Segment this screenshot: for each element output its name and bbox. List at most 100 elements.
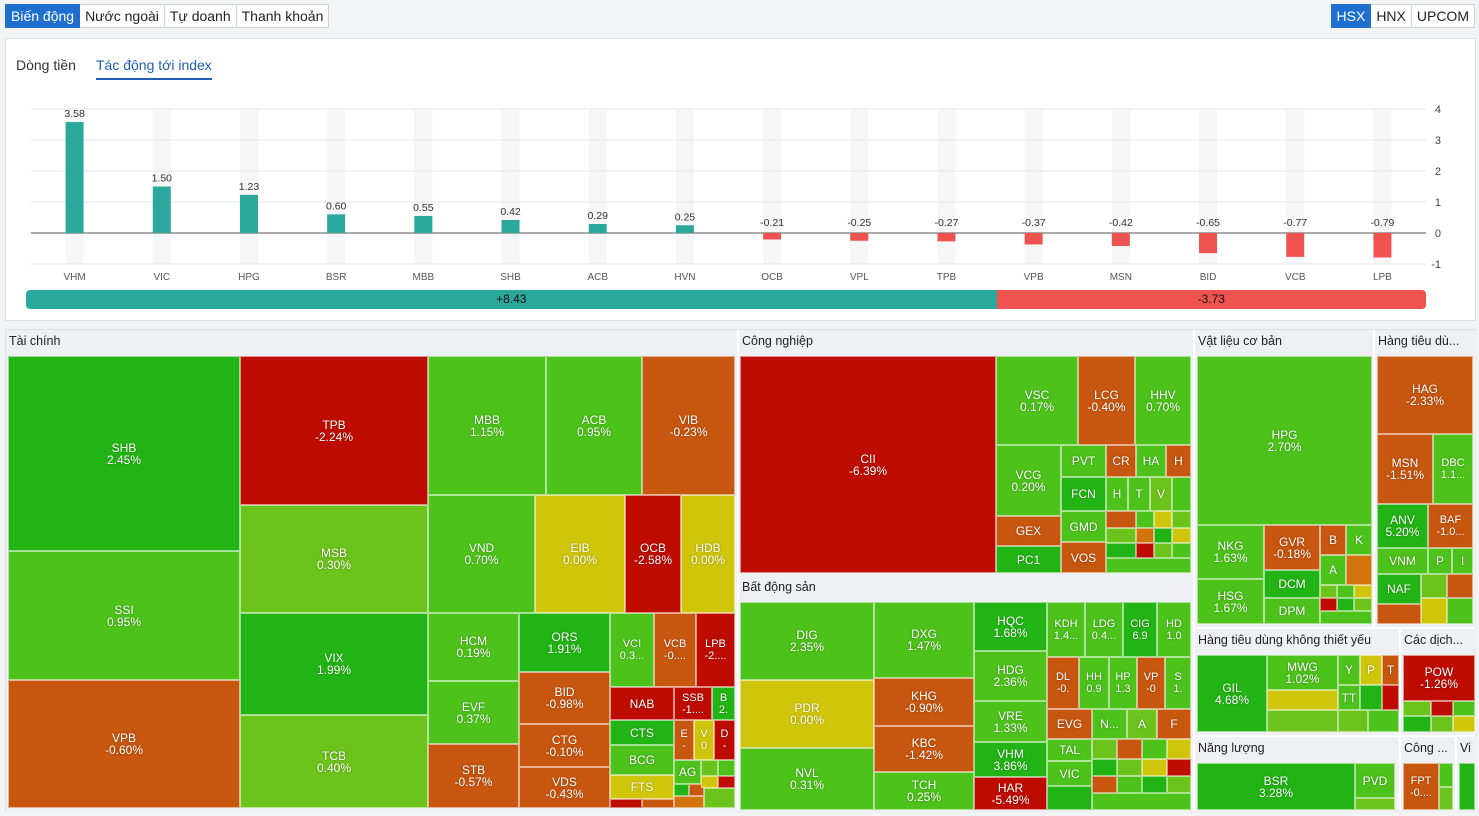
tile-msb[interactable]: MSB 0.30% — [240, 505, 428, 613]
tile-k[interactable]: K — [1346, 525, 1372, 555]
bar-vcb[interactable] — [1286, 233, 1305, 257]
tile-baf[interactable]: BAF -1.0... — [1428, 504, 1473, 548]
tile-ssi[interactable]: SSI 0.95% — [8, 551, 240, 680]
bar-tpb[interactable] — [937, 233, 956, 242]
tile-vnd[interactable]: VND 0.70% — [428, 495, 535, 613]
tile-nvl[interactable]: NVL 0.31% — [740, 748, 874, 810]
bar-msn[interactable] — [1111, 233, 1130, 247]
tile-p[interactable]: P — [1428, 548, 1452, 574]
bar-vic[interactable] — [152, 186, 171, 234]
tile-tpb[interactable]: TPB -2.24% — [240, 356, 428, 505]
tile-kbc[interactable]: KBC -1.42% — [874, 726, 974, 772]
tile-tcb[interactable]: TCB 0.40% — [240, 715, 428, 808]
bar-hvn[interactable] — [675, 225, 694, 233]
tab-nuoc-ngoai[interactable]: Nước ngoài — [79, 4, 165, 28]
tile-vpb[interactable]: VPB -0.60% — [8, 680, 240, 808]
tile-tch[interactable]: TCH 0.25% — [874, 772, 974, 810]
tile-ag[interactable]: AG — [674, 760, 701, 784]
tile-fpt[interactable]: FPT -0.... — [1403, 763, 1439, 810]
tile-gvr[interactable]: GVR -0.18% — [1264, 525, 1320, 570]
tile-shb[interactable]: SHB 2.45% — [8, 356, 240, 551]
tile-ctg[interactable]: CTG -0.10% — [519, 724, 610, 767]
bar-shb[interactable] — [501, 219, 520, 233]
tile-evf[interactable]: EVF 0.37% — [428, 681, 519, 744]
tile-ldg[interactable]: LDG 0.4... — [1085, 602, 1123, 657]
tile-stb[interactable]: STB -0.57% — [428, 744, 519, 808]
tile-lcg[interactable]: LCG -0.40% — [1078, 356, 1135, 445]
tile-cig[interactable]: CIG 6.9 — [1123, 602, 1157, 657]
tile-vp[interactable]: VP -0 — [1137, 657, 1165, 709]
tile-cts[interactable]: CTS — [610, 720, 674, 745]
tile-dl[interactable]: DL -0. — [1047, 657, 1079, 709]
tile-vcb[interactable]: VCB -0.... — [654, 613, 696, 687]
tile-dig[interactable]: DIG 2.35% — [740, 602, 874, 680]
tile-t[interactable]: T — [1128, 477, 1150, 511]
tab-index-impact[interactable]: Tác động tới index — [96, 57, 212, 73]
tile-t2[interactable]: T — [1382, 655, 1399, 685]
tile-anv[interactable]: ANV 5.20% — [1377, 504, 1428, 548]
tile-pvt[interactable]: PVT — [1061, 445, 1106, 477]
tile-p2[interactable]: P — [1360, 655, 1382, 685]
bar-hpg[interactable] — [239, 194, 258, 233]
tile-mwg[interactable]: MWG 1.02% — [1267, 655, 1338, 690]
tile-gex[interactable]: GEX — [996, 516, 1061, 546]
tile-vre[interactable]: VRE 1.33% — [974, 701, 1047, 742]
tile-pc1[interactable]: PC1 — [996, 546, 1061, 573]
bar-acb[interactable] — [588, 224, 607, 233]
tile-hhv[interactable]: HHV 0.70% — [1135, 356, 1191, 445]
tile-vcg[interactable]: VCG 0.20% — [996, 445, 1061, 516]
tile-evg[interactable]: EVG — [1047, 709, 1092, 739]
tile-hh[interactable]: HH 0.9 — [1079, 657, 1109, 709]
tile-vos[interactable]: VOS — [1061, 542, 1106, 573]
tile-bcg[interactable]: BCG — [610, 745, 674, 775]
tile-nkg[interactable]: NKG 1.63% — [1197, 525, 1264, 579]
tile-h2[interactable]: H — [1106, 477, 1128, 511]
tile-i[interactable]: I — [1452, 548, 1473, 574]
bar-ocb[interactable] — [763, 233, 782, 240]
tile-ocb[interactable]: OCB -2.58% — [625, 495, 681, 613]
tile-vds[interactable]: VDS -0.43% — [519, 767, 610, 808]
tile-mbb[interactable]: MBB 1.15% — [428, 356, 546, 495]
tile-f[interactable]: F — [1157, 709, 1191, 739]
tile-gmd[interactable]: GMD — [1061, 511, 1106, 542]
tile-msn[interactable]: MSN -1.51% — [1377, 434, 1433, 504]
tile-pdr[interactable]: PDR 0.00% — [740, 680, 874, 748]
tile-gil[interactable]: GIL 4.68% — [1197, 655, 1267, 732]
bar-lpb[interactable] — [1373, 233, 1392, 258]
tile-y[interactable]: Y — [1338, 655, 1360, 685]
bar-vpl[interactable] — [850, 233, 869, 241]
tile-h1[interactable]: H — [1166, 445, 1191, 477]
tile-e[interactable]: E- — [674, 720, 694, 760]
tile-a-vatlieu[interactable]: A — [1320, 555, 1346, 585]
tile-s[interactable]: S 1. — [1165, 657, 1191, 709]
bar-bid[interactable] — [1199, 233, 1218, 254]
tile-hdb[interactable]: HDB 0.00% — [681, 495, 735, 613]
tile-vci[interactable]: VCI 0.3... — [610, 613, 654, 687]
tile-hag[interactable]: HAG -2.33% — [1377, 356, 1473, 434]
tile-fcn[interactable]: FCN — [1061, 477, 1106, 511]
tile-pvd[interactable]: PVD — [1355, 763, 1395, 798]
tile-ssb[interactable]: SSB -1.... — [674, 687, 712, 720]
bar-bsr[interactable] — [327, 214, 346, 233]
tile-har[interactable]: HAR -5.49% — [974, 777, 1047, 810]
tile-ors[interactable]: ORS 1.91% — [519, 613, 610, 672]
tab-bien-dong[interactable]: Biến động — [5, 4, 81, 28]
tile-vix[interactable]: VIX 1.99% — [240, 613, 428, 715]
tile-bsr[interactable]: BSR 3.28% — [1197, 763, 1355, 810]
tile-b-vatlieu[interactable]: B — [1320, 525, 1346, 555]
tile-naf[interactable]: NAF — [1377, 574, 1421, 604]
tile-hcm[interactable]: HCM 0.19% — [428, 613, 519, 681]
tile-hp[interactable]: HP 1.3 — [1109, 657, 1137, 709]
bar-vhm[interactable] — [65, 122, 84, 233]
tile-dxg[interactable]: DXG 1.47% — [874, 602, 974, 678]
tab-tu-doanh[interactable]: Tự doanh — [163, 4, 237, 28]
tile-fts[interactable]: FTS — [610, 775, 674, 799]
tile-hqc[interactable]: HQC 1.68% — [974, 602, 1047, 651]
tile-vhm[interactable]: VHM 3.86% — [974, 742, 1047, 777]
tile-vnm[interactable]: VNM — [1377, 548, 1428, 574]
tile-a[interactable]: A — [1127, 709, 1157, 739]
tile-lpb[interactable]: LPB -2.... — [696, 613, 735, 687]
tile-dbc[interactable]: DBC 1.1... — [1433, 434, 1473, 504]
tile-tal[interactable]: TAL — [1047, 739, 1092, 761]
